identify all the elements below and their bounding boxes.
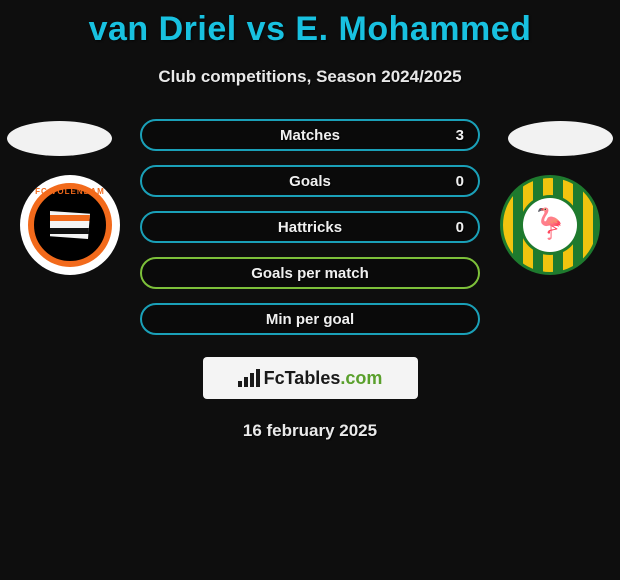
stat-label: Min per goal bbox=[266, 311, 354, 328]
stat-pill-goals: Goals 0 bbox=[140, 165, 480, 197]
stat-right-value: 3 bbox=[456, 127, 464, 144]
brand-name: FcTables.com bbox=[264, 368, 383, 389]
stat-label: Goals per match bbox=[251, 265, 369, 282]
stat-pill-matches: Matches 3 bbox=[140, 119, 480, 151]
player-right-avatar bbox=[508, 121, 613, 156]
subtitle: Club competitions, Season 2024/2025 bbox=[0, 67, 620, 87]
brand-name-text: FcTables bbox=[264, 368, 341, 388]
stats-list: Matches 3 Goals 0 Hattricks 0 Goals per … bbox=[140, 119, 480, 335]
stat-label: Matches bbox=[280, 127, 340, 144]
stat-pill-hattricks: Hattricks 0 bbox=[140, 211, 480, 243]
club-crest-volendam: FC VOLENDAM bbox=[20, 175, 120, 275]
stat-right-value: 0 bbox=[456, 219, 464, 236]
bar-chart-icon bbox=[238, 369, 260, 387]
stork-icon: 🦩 bbox=[531, 210, 568, 240]
stat-right-value: 0 bbox=[456, 173, 464, 190]
club-crest-ado-den-haag: 🦩 bbox=[500, 175, 600, 275]
crest-flag-icon bbox=[50, 211, 90, 239]
player-left-avatar bbox=[7, 121, 112, 156]
page-title: van Driel vs E. Mohammed bbox=[0, 0, 620, 49]
stat-pill-min-per-goal: Min per goal bbox=[140, 303, 480, 335]
brand-badge[interactable]: FcTables.com bbox=[203, 357, 418, 399]
stat-pill-goals-per-match: Goals per match bbox=[140, 257, 480, 289]
stat-label: Hattricks bbox=[278, 219, 342, 236]
stat-label: Goals bbox=[289, 173, 331, 190]
brand-tld: .com bbox=[340, 368, 382, 388]
date-label: 16 february 2025 bbox=[0, 421, 620, 441]
crest-text: FC VOLENDAM bbox=[31, 187, 109, 196]
